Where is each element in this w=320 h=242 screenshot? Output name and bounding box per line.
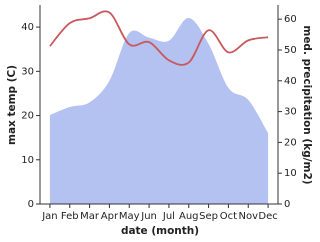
x-tick-label: Jul [162, 211, 175, 222]
x-tick-label: Aug [179, 211, 199, 222]
x-tick-label: Apr [101, 211, 119, 222]
x-tick-label: Feb [61, 211, 79, 222]
x-tick-label: Jan [41, 211, 57, 222]
y-tick-label: 20 [21, 111, 34, 122]
y-tick-label: 30 [21, 66, 34, 77]
y-tick-label: 0 [28, 199, 34, 210]
y2-tick-label: 0 [284, 199, 290, 210]
y-tick-label: 10 [21, 155, 34, 166]
x-tick-label: Sep [199, 211, 218, 222]
y-tick-label: 40 [21, 22, 34, 33]
y2-tick-label: 60 [284, 14, 297, 25]
x-tick-label: Nov [238, 211, 258, 222]
y2-axis-title: med. precipitation (kg/m2) [301, 25, 313, 184]
y2-tick-label: 50 [284, 45, 297, 56]
y2-tick-label: 30 [284, 107, 297, 118]
x-axis-title: date (month) [121, 225, 199, 237]
x-tick-label: Oct [220, 211, 237, 222]
y-axis-title: max temp (C) [6, 65, 18, 145]
x-tick-label: May [119, 211, 140, 222]
y2-tick-label: 20 [284, 137, 297, 148]
x-tick-label: Jun [140, 211, 157, 222]
temp-line [49, 10, 269, 66]
y2-tick-label: 10 [284, 168, 297, 179]
y2-tick-label: 40 [284, 76, 297, 87]
x-tick-label: Mar [80, 211, 100, 222]
x-tick-label: Dec [258, 211, 277, 222]
precipitation-area [49, 17, 269, 204]
